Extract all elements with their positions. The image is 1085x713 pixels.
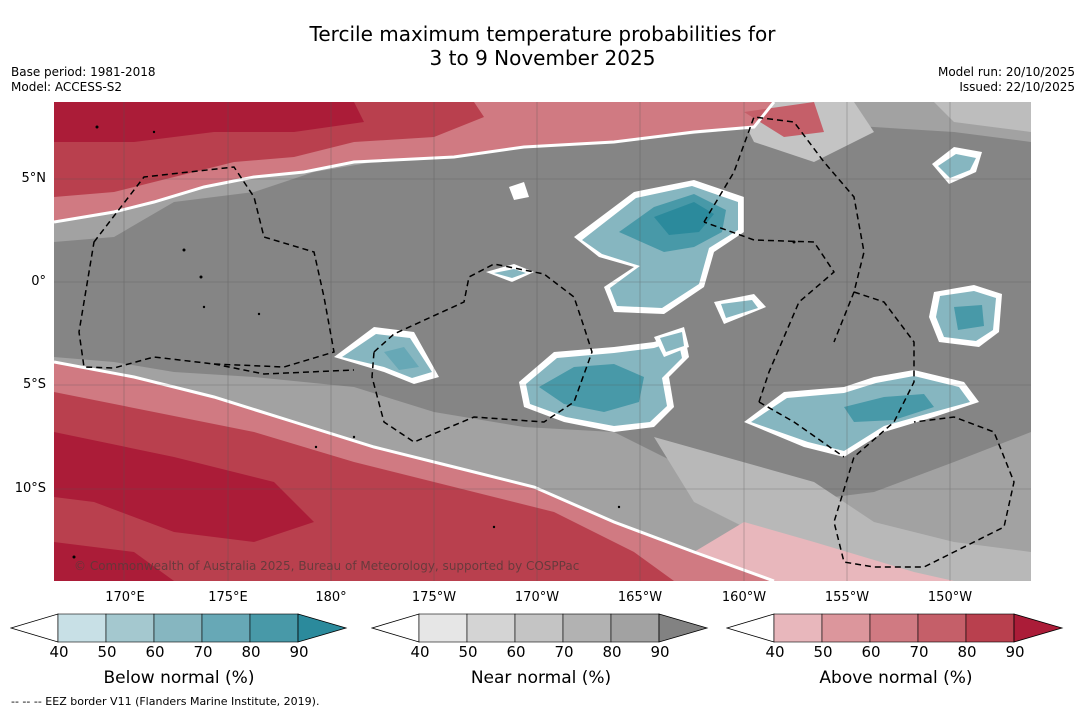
above-normal-north-peak: [54, 102, 364, 142]
colorbar-above-normal: [726, 613, 1064, 643]
lon-label-170w: 170°W: [514, 590, 560, 605]
above-extend-high: [1013, 613, 1064, 643]
map-title-line2: 3 to 9 November 2025: [429, 46, 656, 70]
below-extend-high: [297, 613, 348, 643]
copyright-text: © Commonwealth of Australia 2025, Bureau…: [74, 559, 579, 573]
lon-label-155w: 155°W: [824, 590, 870, 605]
colorbar-below-normal: [10, 613, 348, 643]
below-tick-70: 70: [193, 643, 213, 661]
below-bin-2: [105, 613, 155, 643]
lat-label-0: 0°: [31, 274, 46, 289]
above-extend-low: [726, 613, 775, 643]
colorbar-title-near: Near normal (%): [470, 668, 612, 688]
above-tick-70: 70: [909, 643, 929, 661]
near-tick-40: 40: [410, 643, 430, 661]
above-bin-3: [869, 613, 919, 643]
below-normal-blob-east: [744, 370, 979, 457]
near-tick-80: 80: [602, 643, 622, 661]
meta-left: Base period: 1981-2018 Model: ACCESS-S2: [11, 65, 156, 95]
below-normal-blob-small: [486, 147, 982, 357]
near-extend-high: [658, 613, 709, 643]
near-bin-2: [466, 613, 516, 643]
eez-borders: [78, 116, 1015, 568]
above-normal-south-peak-2: [54, 542, 174, 581]
below-extend-low: [10, 613, 59, 643]
below-normal-blob-center-north: [574, 180, 744, 314]
below-tick-90: 90: [289, 643, 309, 661]
lon-label-165w: 165°W: [617, 590, 663, 605]
above-normal-northeast: [744, 102, 824, 137]
above-tick-90: 90: [1005, 643, 1025, 661]
lat-label-5n: 5°N: [21, 171, 47, 186]
below-bin-4: [201, 613, 251, 643]
near-tick-50: 50: [458, 643, 478, 661]
near-extend-low: [371, 613, 420, 643]
below-bin-3: [153, 613, 203, 643]
islands: [72, 125, 796, 559]
model-name: Model: ACCESS-S2: [11, 80, 123, 94]
colorbar-title-above: Above normal (%): [819, 668, 973, 688]
lon-label-160w: 160°W: [721, 590, 767, 605]
below-normal-blob-far-east: [929, 285, 1002, 347]
meta-right: Model run: 20/10/2025 Issued: 22/10/2025: [938, 65, 1075, 95]
colorbar-near-normal: [371, 613, 709, 643]
above-tick-80: 80: [957, 643, 977, 661]
near-bin-3: [514, 613, 564, 643]
near-normal-light-3: [654, 437, 1031, 581]
lon-label-175w: 175°W: [411, 590, 457, 605]
issued-date: Issued: 22/10/2025: [959, 80, 1075, 94]
below-bin-5: [249, 613, 299, 643]
below-tick-80: 80: [241, 643, 261, 661]
map-title: Tercile maximum temperature probabilitie…: [0, 22, 1085, 70]
map-title-line1: Tercile maximum temperature probabilitie…: [309, 22, 776, 46]
above-bin-5: [965, 613, 1015, 643]
eez-footnote: -- -- -- EEZ border V11 (Flanders Marine…: [11, 695, 320, 708]
near-tick-70: 70: [554, 643, 574, 661]
lon-label-175e: 175°E: [208, 590, 248, 605]
near-bin-4: [562, 613, 612, 643]
lat-label-5s: 5°S: [22, 377, 46, 392]
below-normal-blob-west: [334, 327, 439, 384]
lon-label-170e: 170°E: [105, 590, 145, 605]
below-tick-50: 50: [97, 643, 117, 661]
lon-label-150w: 150°W: [927, 590, 973, 605]
above-bin-2: [821, 613, 871, 643]
near-bin-1: [418, 613, 468, 643]
probability-map: © Commonwealth of Australia 2025, Bureau…: [54, 102, 1031, 581]
below-tick-60: 60: [145, 643, 165, 661]
above-normal-south-edge: [54, 360, 775, 581]
base-period: Base period: 1981-2018: [11, 65, 156, 79]
above-normal-north-edge: [54, 102, 776, 224]
above-bin-1: [773, 613, 823, 643]
below-normal-blob-center-south: [519, 332, 689, 432]
lon-label-180: 180°: [315, 590, 347, 605]
near-bin-5: [610, 613, 660, 643]
above-tick-40: 40: [765, 643, 785, 661]
near-tick-60: 60: [506, 643, 526, 661]
below-tick-40: 40: [49, 643, 69, 661]
colorbar-title-below: Below normal (%): [103, 668, 255, 688]
above-tick-60: 60: [861, 643, 881, 661]
above-tick-50: 50: [813, 643, 833, 661]
above-normal-south-peak: [54, 432, 314, 542]
near-normal-light-2: [934, 102, 1031, 132]
graticule: [54, 102, 1031, 581]
near-tick-90: 90: [650, 643, 670, 661]
above-bin-4: [917, 613, 967, 643]
model-run: Model run: 20/10/2025: [937, 65, 1075, 79]
lat-label-10s: 10°S: [14, 481, 46, 496]
below-bin-1: [57, 613, 107, 643]
